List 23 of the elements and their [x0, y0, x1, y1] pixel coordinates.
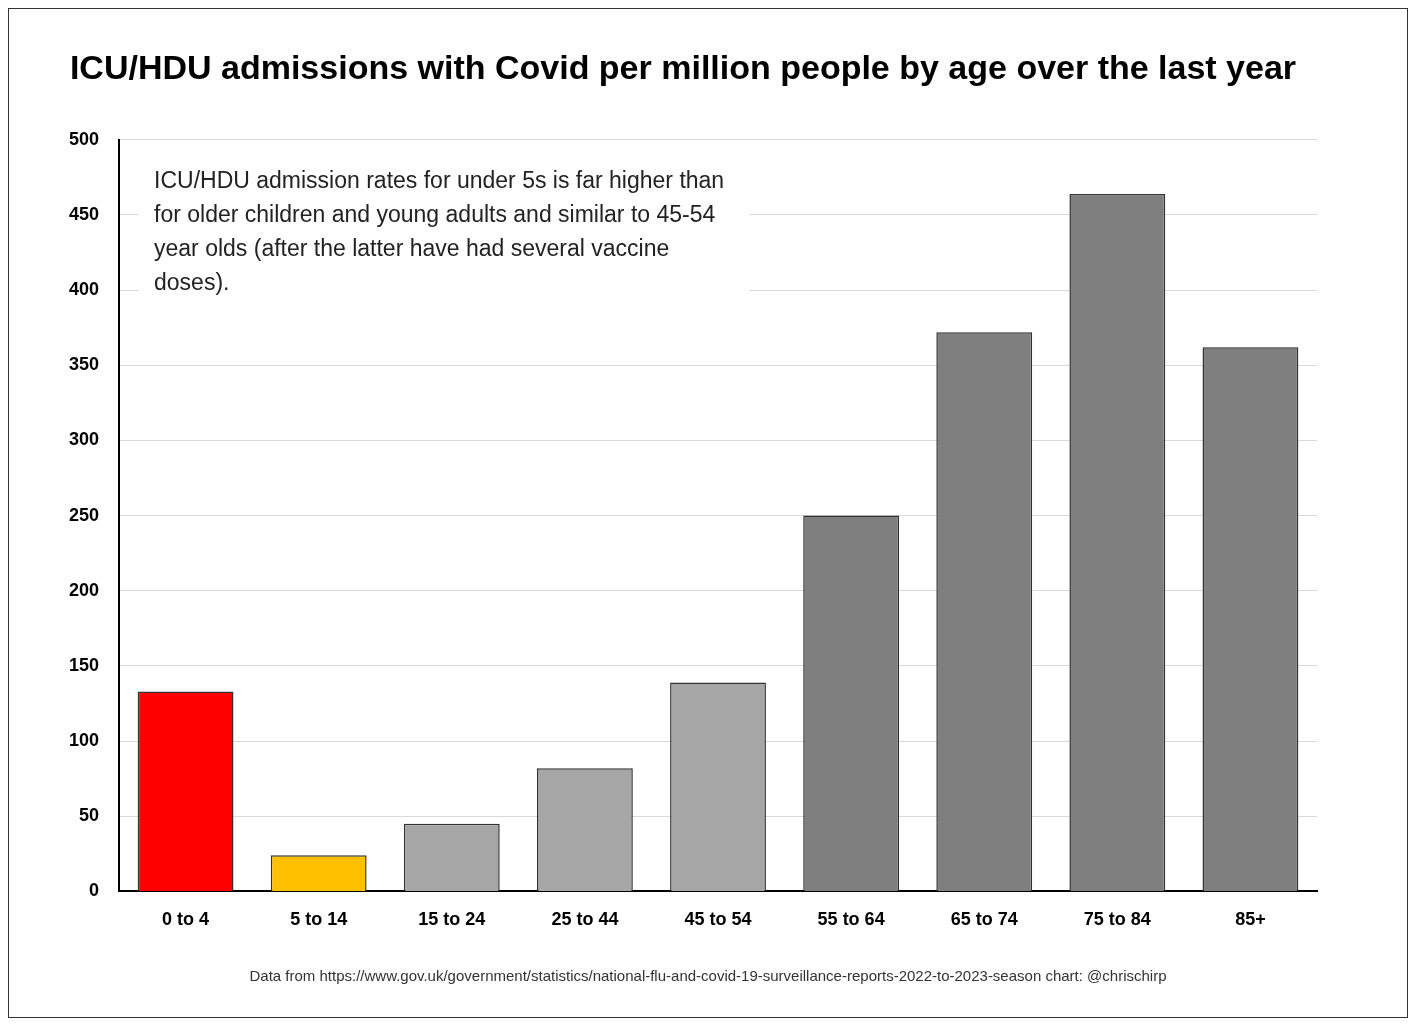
- x-tick-label: 75 to 84: [1083, 909, 1151, 930]
- y-tick-label: 200: [68, 579, 100, 600]
- y-tick-label: 250: [68, 504, 100, 525]
- y-tick-label: 300: [68, 429, 100, 450]
- x-tick-label: 55 to 64: [817, 909, 885, 930]
- y-tick-label: 400: [68, 279, 100, 300]
- x-tick-label: 65 to 74: [950, 909, 1018, 930]
- x-tick-label: 85+: [1235, 909, 1266, 930]
- y-tick-label: 150: [68, 654, 100, 675]
- x-tick-label: 5 to 14: [290, 909, 348, 930]
- y-tick-label: 350: [68, 354, 100, 375]
- x-tick-label: 25 to 44: [551, 909, 619, 930]
- y-tick-label: 100: [68, 730, 100, 751]
- y-tick-label: 500: [68, 128, 100, 149]
- annotation: ICU/HDU admission rates for under 5s is far higher than for older children and young adults and similar to 45-54 year olds (after the latter have had several vaccine doses).: [154, 166, 725, 295]
- chart-title: ICU/HDU admissions with Covid per million people by age over the last year: [69, 47, 1297, 86]
- x-tick-label: 15 to 24: [418, 909, 486, 930]
- x-tick-label: 45 to 54: [684, 909, 752, 930]
- text: Data from https://www.gov.uk/government/statistics/national-flu-and-covid-19-surveillance-reports-2022-to-2023-season chart: @chrischirp: [248, 967, 1168, 984]
- y-tick-label: 0: [89, 880, 100, 901]
- y-tick-label: 50: [79, 805, 100, 826]
- x-tick-label: 0 to 4: [162, 909, 210, 930]
- y-tick-label: 450: [68, 203, 100, 224]
